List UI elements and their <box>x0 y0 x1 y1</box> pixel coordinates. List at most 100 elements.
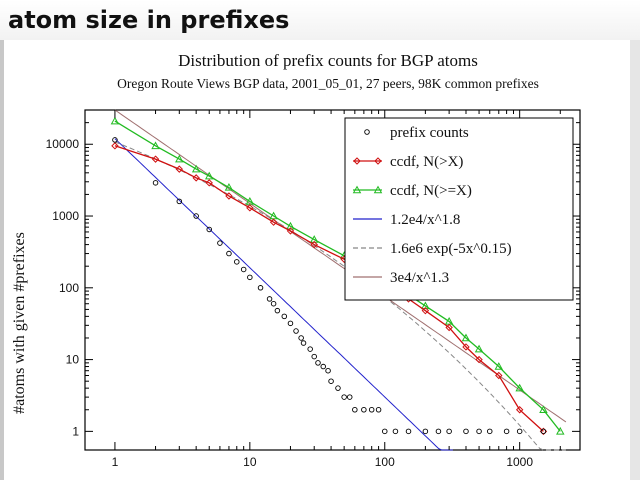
prefix-count-point <box>315 360 321 366</box>
ccdf-gt-point <box>475 355 483 364</box>
chart-subtitle: Oregon Route Views BGP data, 2001_05_01,… <box>117 76 539 91</box>
ccdf-gt-point <box>205 179 213 187</box>
legend-item: 1.2e4/x^1.8 <box>353 212 460 228</box>
legend-label: ccdf, N(>X) <box>390 154 463 170</box>
prefix-count-point <box>270 300 277 307</box>
prefix-count-point <box>392 428 399 435</box>
legend-item: 1.6e6 exp(-5x^0.15) <box>353 241 512 257</box>
prefix-count-point <box>361 407 367 413</box>
prefix-count-point <box>335 385 341 391</box>
prefix-count-point <box>152 180 159 186</box>
ccdf-ge-point <box>204 171 214 180</box>
x-tick-label: 1 <box>112 455 119 469</box>
ccdf-ge-point <box>556 426 565 435</box>
y-tick-label: 10 <box>66 353 80 367</box>
slide-header: atom size in prefixes <box>0 0 640 41</box>
slide-title: atom size in prefixes <box>8 6 290 34</box>
prefix-count-point <box>176 198 183 205</box>
ccdf-ge-point <box>151 141 160 150</box>
ccdf-gt-line <box>114 145 544 432</box>
legend-label: 1.6e6 exp(-5x^0.15) <box>390 241 512 257</box>
ccdf-ge-point <box>515 383 524 392</box>
legend-swatch-marker <box>353 157 361 165</box>
ccdf-ge-point <box>474 344 484 353</box>
ccdf-ge-point <box>245 196 255 205</box>
legend-label: 1.2e4/x^1.8 <box>390 212 460 228</box>
legend-items: prefix counts ccdf, N(>X) ccdf, N(>=X) 1.2e… <box>352 125 512 286</box>
ccdf-gt-point <box>175 165 184 173</box>
chart-title: Distribution of prefix counts for BGP at… <box>178 51 478 70</box>
ccdf-gt-point <box>151 155 160 163</box>
ccdf-gt-point <box>192 174 200 182</box>
legend-item: ccdf, N(>=X) <box>352 183 472 199</box>
prefix-count-point <box>234 259 240 265</box>
prefix-count-point <box>346 394 353 400</box>
prefix-count-point <box>368 407 375 413</box>
prefix-count-point <box>193 213 199 219</box>
slide-left-rule <box>0 40 4 480</box>
prefix-count-point <box>307 346 313 352</box>
legend-swatch-marker <box>373 185 383 194</box>
ccdf-ge-point <box>175 154 184 163</box>
y-tick-label: 1000 <box>52 209 79 223</box>
y-axis-label: #atoms with given #prefixes <box>11 232 28 414</box>
ccdf-gt-point <box>111 142 119 150</box>
x-tick-label: 10 <box>243 455 257 469</box>
prefix-count-point <box>266 296 273 302</box>
prefix-count-point <box>325 367 331 374</box>
ccdf-gt-point <box>286 227 295 235</box>
ccdf-ge-point <box>224 183 234 191</box>
prefix-count-point <box>300 340 307 346</box>
ccdf-gt-point <box>310 240 318 249</box>
prefix-count-point <box>405 428 412 435</box>
legend-swatch-marker <box>352 185 362 194</box>
ccdf-gt-point <box>462 343 470 351</box>
ccdf-gt-point <box>421 306 430 315</box>
y-tick-label: 100 <box>59 281 79 295</box>
legend-label: 3e4/x^1.3 <box>390 270 449 286</box>
prefix-count-point <box>446 428 452 435</box>
prefix-count-point <box>486 428 493 435</box>
legend-item: 3e4/x^1.3 <box>353 270 449 286</box>
prefix-count-point <box>463 428 469 435</box>
prefix-count-point <box>311 353 317 360</box>
legend-item: ccdf, N(>X) <box>353 154 463 170</box>
legend-swatch-marker <box>364 129 370 135</box>
prefix-count-point <box>217 240 223 246</box>
x-tick-label: 1000 <box>506 455 533 469</box>
prefix-count-point <box>206 226 212 233</box>
legend-label: ccdf, N(>=X) <box>390 183 472 199</box>
prefix-count-point <box>247 274 253 281</box>
prefix-count-point <box>382 428 388 435</box>
y-tick-label: 1 <box>72 424 79 438</box>
legend-item: prefix counts <box>364 125 469 141</box>
axes: 1 10 100 1000 1 10 100 1000 10000 <box>46 109 580 469</box>
ccdf-gt-point <box>225 192 233 200</box>
legend-label: prefix counts <box>390 125 469 141</box>
ccdf-ge-point <box>286 221 295 230</box>
prefix-count-point <box>476 428 482 435</box>
prefix-count-point <box>516 428 523 435</box>
ccdf-gt-point <box>495 371 503 380</box>
ccdf-ge-point <box>110 116 120 125</box>
x-tick-label: 100 <box>375 455 395 469</box>
y-tick-label: 10000 <box>46 137 80 151</box>
prefix-count-point <box>112 137 118 143</box>
prefix-count-point <box>226 250 232 257</box>
ccdf-gt-point <box>246 204 254 212</box>
prefix-count-point <box>435 428 442 435</box>
slide-right-rule <box>630 40 640 480</box>
prefix-count-point <box>352 407 358 413</box>
ccdf-gt-point <box>515 406 524 414</box>
data-series <box>110 116 565 436</box>
fit-curve <box>114 109 567 423</box>
prefix-count-point <box>328 378 334 384</box>
prefix-count-point <box>341 394 347 400</box>
legend-swatch-marker <box>374 157 382 165</box>
ccdf-gt-point <box>445 323 453 332</box>
ccdf-ge-point <box>494 362 504 370</box>
prefix-count-point <box>293 328 299 334</box>
ccdf-ge-point <box>461 333 471 342</box>
prefix-count-point <box>298 335 304 341</box>
prefix-count-point <box>281 313 288 320</box>
